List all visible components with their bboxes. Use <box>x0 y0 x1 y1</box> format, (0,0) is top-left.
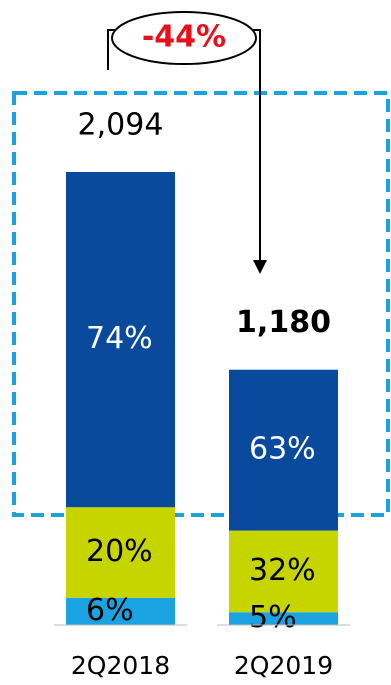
arrow-head <box>253 260 267 274</box>
value-label: 6% <box>86 593 134 628</box>
annotation-ellipse <box>111 11 257 65</box>
bar-segment <box>66 597 175 625</box>
value-label: 20% <box>86 534 153 569</box>
annotation: -44% <box>142 20 226 55</box>
total-label: 1,180 <box>236 305 331 340</box>
bar-segment <box>66 507 175 598</box>
total-label: 2,094 <box>78 108 164 143</box>
bar-segment <box>229 612 338 625</box>
highlight-box <box>12 91 390 517</box>
bar-segment <box>229 369 338 531</box>
bar-segment <box>66 172 175 508</box>
bar-segment <box>229 530 338 613</box>
value-label: 74% <box>86 321 153 356</box>
value-label: 32% <box>249 553 316 588</box>
x-tick-label: 2Q2019 <box>234 651 333 680</box>
value-label: 63% <box>249 432 316 467</box>
x-tick-label: 2Q2018 <box>71 651 170 680</box>
value-label: 5% <box>249 600 297 635</box>
